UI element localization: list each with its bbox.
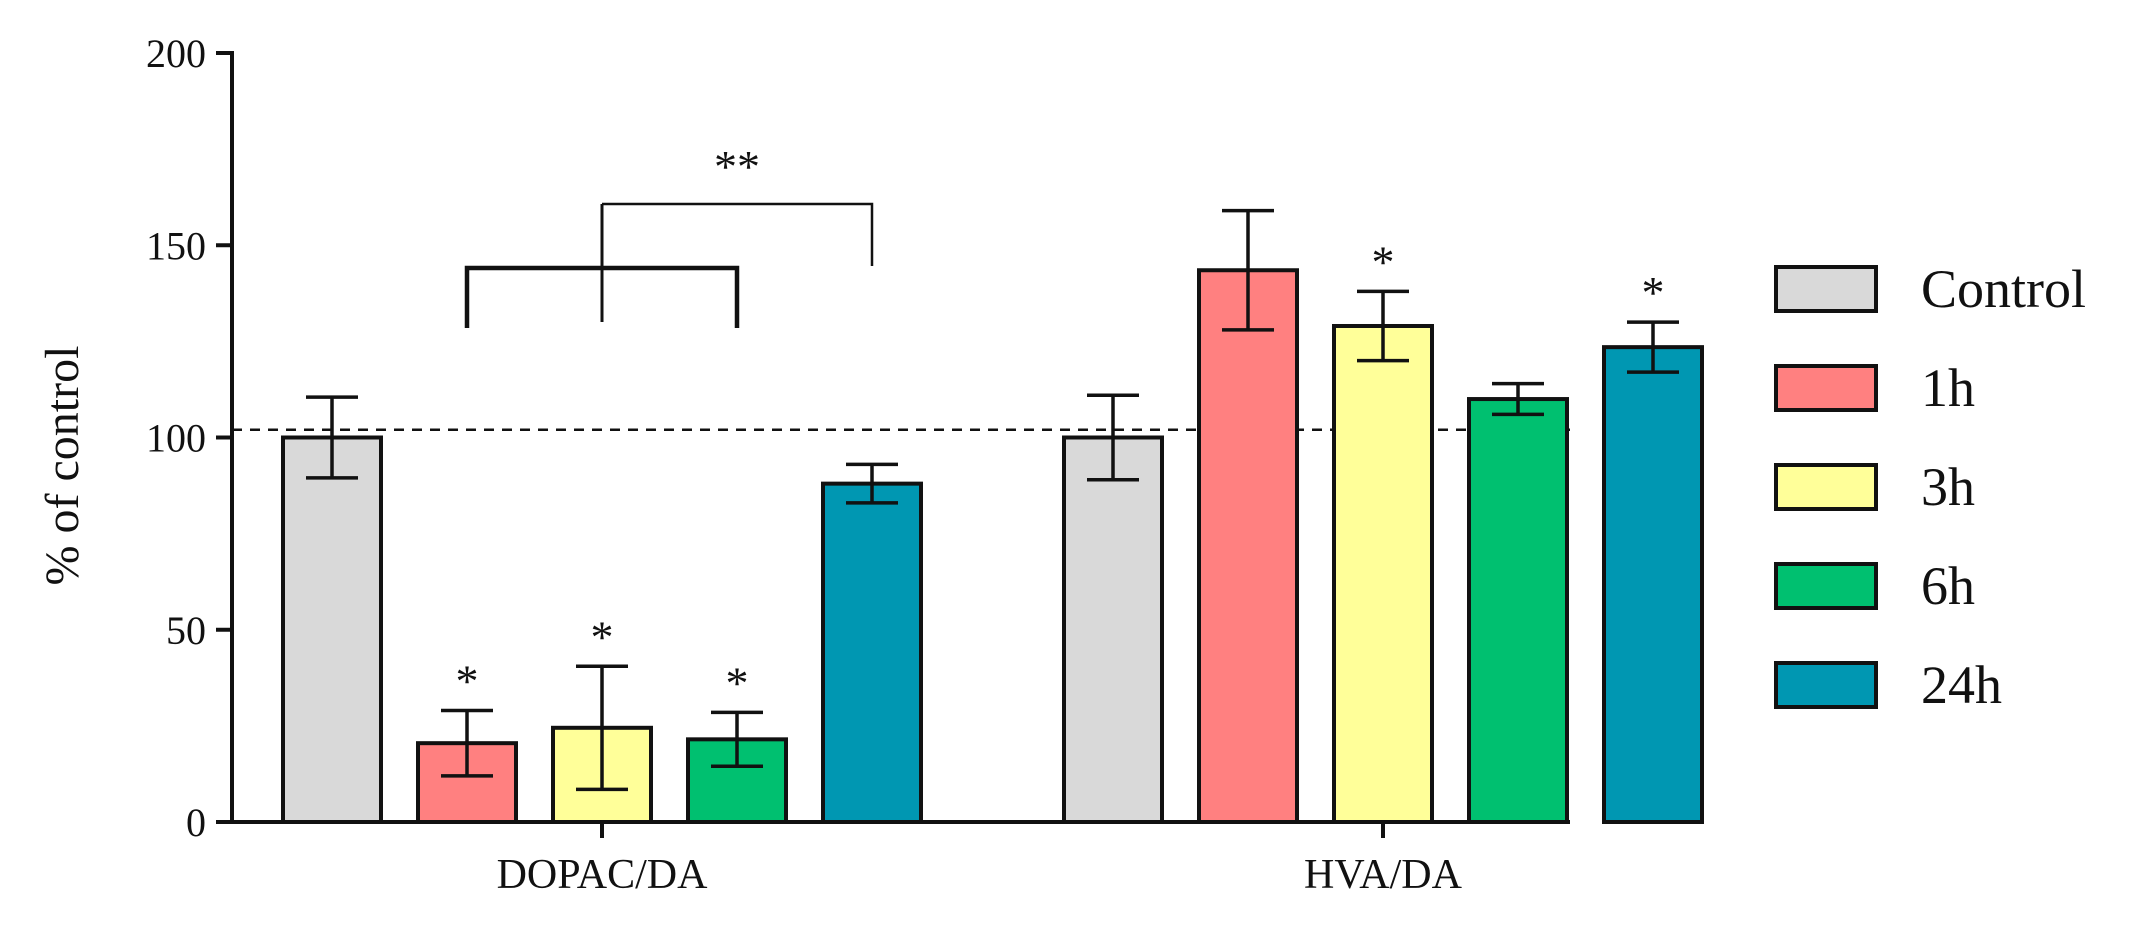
bracket-upper: [602, 202, 874, 266]
bar: [1062, 435, 1164, 824]
legend-swatch: [1774, 661, 1878, 709]
bar: [1602, 345, 1704, 824]
legend-label: 24h: [1921, 655, 2002, 715]
legend-swatch: [1774, 364, 1878, 412]
error-bars-group: [306, 208, 1679, 792]
y-tick-label: 100: [146, 416, 206, 461]
x-category-label: DOPAC/DA: [497, 852, 709, 898]
significance-marker: **: [714, 141, 760, 192]
y-tick-label: 200: [146, 31, 206, 76]
legend: Control 1h 3h 6h 24h: [1774, 259, 2086, 715]
bar: [1197, 268, 1299, 824]
legend-label: 3h: [1921, 457, 1975, 517]
legend-swatch: [1774, 463, 1878, 511]
axes-group: 0 50 100 150 200 DOPAC/DA HVA/DA: [146, 31, 1570, 898]
bars-group: [281, 268, 1704, 825]
legend-swatch: [1774, 265, 1878, 313]
significance-marker: *: [591, 611, 614, 662]
comparison-bracket: **: [464, 141, 874, 328]
legend-label: 1h: [1921, 358, 1975, 418]
significance-marker: *: [1372, 236, 1395, 287]
y-axis-label: % of control: [36, 346, 89, 586]
bar: [281, 435, 383, 824]
y-tick-label: 0: [186, 800, 206, 845]
x-category-label: HVA/DA: [1304, 852, 1463, 898]
bar: [1332, 323, 1434, 824]
bar: [821, 481, 923, 824]
significance-marker: *: [726, 657, 749, 708]
legend-label: 6h: [1921, 556, 1975, 616]
y-tick-label: 50: [166, 608, 206, 653]
significance-marker: *: [456, 655, 479, 706]
bar: [1467, 397, 1569, 824]
legend-swatch: [1774, 562, 1878, 610]
significance-group: * * * * *: [456, 236, 1665, 708]
significance-marker: *: [1642, 267, 1665, 318]
y-tick-label: 150: [146, 223, 206, 268]
legend-label: Control: [1921, 259, 2086, 319]
